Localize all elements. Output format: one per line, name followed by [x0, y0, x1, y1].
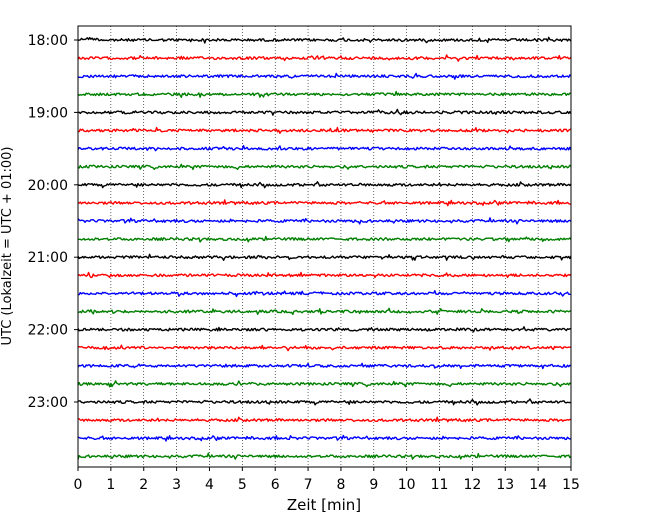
x-tick-label: 15: [562, 477, 580, 493]
trace-line: [77, 452, 572, 460]
trace-line: [77, 217, 572, 225]
x-tick-label: 12: [463, 477, 481, 493]
trace-line: [77, 36, 572, 44]
trace-line: [77, 307, 572, 316]
trace-line: [77, 398, 572, 406]
trace-line: [77, 253, 572, 261]
y-tick-label: 18:00: [28, 33, 68, 49]
x-tick-label: 6: [271, 477, 280, 493]
trace-line: [77, 54, 572, 62]
x-tick-label: 1: [106, 477, 115, 493]
y-axis-label: UTC (Lokalzeit = UTC + 01:00): [0, 147, 15, 346]
x-tick-label: 0: [74, 477, 83, 493]
trace-line: [77, 290, 572, 298]
x-tick-label: 7: [304, 477, 313, 493]
trace-line: [77, 145, 572, 152]
trace-line: [77, 362, 572, 370]
x-tick-label: 9: [369, 477, 378, 493]
trace-line: [77, 326, 572, 333]
trace-line: [77, 380, 572, 388]
x-axis-label: Zeit [min]: [287, 496, 361, 514]
y-tick-label: 21:00: [28, 250, 68, 266]
trace-line: [77, 235, 572, 243]
x-axis: 0 1 2 3 4 5 6 7 8 9 10 11 12 13 14 15: [74, 467, 580, 493]
trace-line: [77, 163, 572, 171]
trace-line: [77, 271, 572, 279]
trace-line: [77, 126, 572, 134]
x-tick-label: 14: [529, 477, 547, 493]
y-tick-label: 23:00: [28, 395, 68, 411]
y-axis: 18:00 19:00 20:00 21:00 22:00 23:00: [28, 33, 78, 411]
trace-line: [77, 72, 572, 80]
x-tick-label: 13: [496, 477, 514, 493]
trace-line: [77, 90, 572, 98]
x-tick-label: 11: [431, 477, 449, 493]
x-tick-label: 3: [172, 477, 181, 493]
x-tick-label: 5: [238, 477, 247, 493]
trace-line: [77, 344, 572, 352]
trace-line: [77, 434, 572, 442]
plot-frame: [77, 25, 572, 468]
trace-line: [77, 199, 571, 207]
trace-line: [78, 416, 572, 423]
x-tick-label: 2: [139, 477, 148, 493]
trace-line: [77, 108, 572, 116]
y-tick-label: 22:00: [28, 323, 68, 339]
y-tick-label: 19:00: [28, 105, 68, 121]
y-tick-label: 20:00: [28, 178, 68, 194]
x-tick-label: 10: [398, 477, 416, 493]
x-tick-label: 4: [205, 477, 214, 493]
traces: [77, 36, 572, 460]
x-tick-label: 8: [336, 477, 345, 493]
trace-line: [77, 181, 572, 189]
